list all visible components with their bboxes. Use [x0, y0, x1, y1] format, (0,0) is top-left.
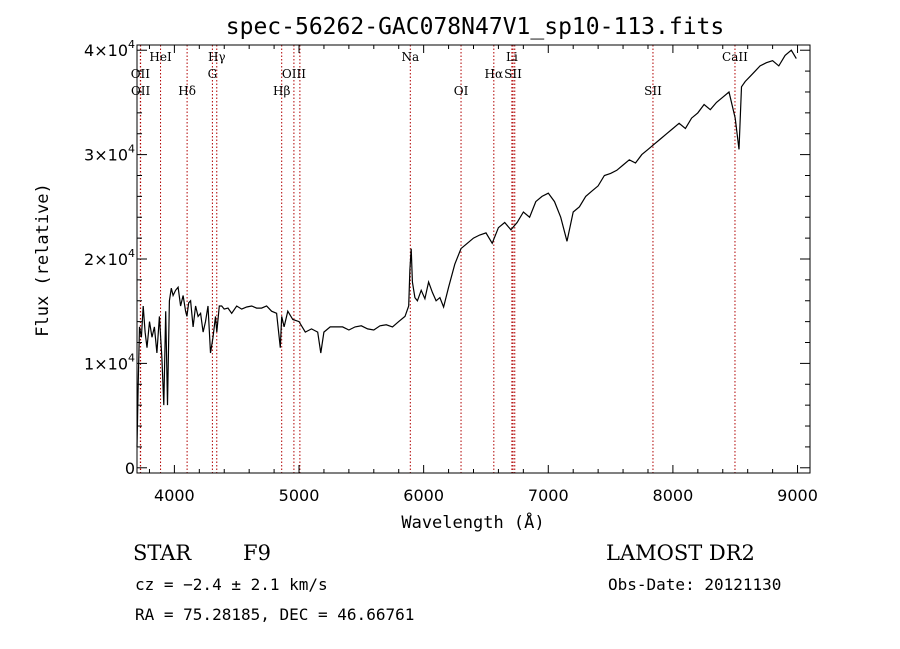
- x-axis: 4000 5000 6000 7000 8000 9000: [148, 45, 818, 505]
- survey-name: LAMOST DR2: [606, 541, 755, 565]
- x-tick-label: 8000: [653, 486, 694, 505]
- observation-date: Obs-Date: 20121130: [608, 575, 781, 594]
- line-label-li: Li: [506, 50, 518, 64]
- line-label-hβ: Hβ: [273, 84, 290, 98]
- chart-title: spec-56262-GAC078N47V1_sp10-113.fits: [226, 14, 725, 40]
- coordinates: RA = 75.28185, DEC = 46.66761: [135, 605, 414, 624]
- y-tick-label: 2×104: [84, 247, 135, 269]
- redshift-value: cz = −2.4 ± 2.1 km/s: [135, 575, 328, 594]
- object-class: STAR: [133, 541, 192, 565]
- x-tick-label: 7000: [528, 486, 569, 505]
- x-tick-label: 9000: [777, 486, 818, 505]
- line-label-g: G: [208, 67, 218, 81]
- x-axis-label: Wavelength (Å): [401, 511, 544, 533]
- line-label-oi: OI: [454, 84, 469, 98]
- emission-line-markers: [139, 45, 736, 473]
- line-label-hδ: Hδ: [178, 84, 196, 98]
- line-label-caii: CaII: [722, 50, 748, 64]
- x-tick-label: 6000: [403, 486, 444, 505]
- y-tick-label: 0: [125, 459, 135, 478]
- line-label-hei: HeI: [149, 50, 172, 64]
- line-label-hα: Hα: [485, 67, 504, 81]
- line-label-na: Na: [401, 50, 419, 64]
- line-label-sii: SII: [504, 67, 522, 81]
- y-axis: 0 1×104 2×104 3×104 4×104: [84, 38, 810, 478]
- y-tick-label: 3×104: [84, 143, 135, 165]
- spectrum-series: [136, 49, 797, 447]
- y-tick-label: 4×104: [84, 38, 135, 60]
- x-tick-label: 5000: [279, 486, 320, 505]
- line-label-sii: SII: [644, 84, 662, 98]
- object-subclass: F9: [243, 541, 271, 565]
- x-tick-label: 4000: [154, 486, 195, 505]
- line-label-oii: OII: [131, 84, 151, 98]
- line-label-oii: OII: [131, 67, 151, 81]
- y-tick-label: 1×104: [84, 351, 135, 373]
- line-label-oiii: OIII: [282, 67, 306, 81]
- y-axis-label: Flux (relative): [33, 183, 53, 337]
- line-label-hγ: Hγ: [208, 50, 226, 64]
